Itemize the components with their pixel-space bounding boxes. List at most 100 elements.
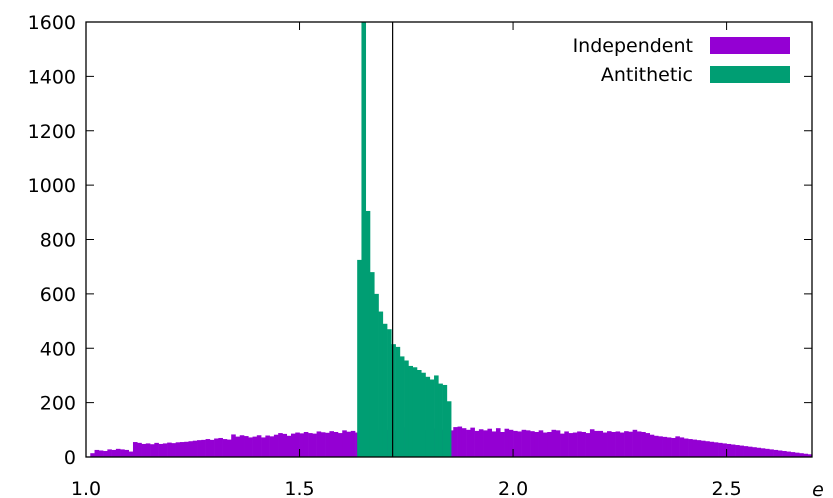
bar-independent-124 — [615, 431, 621, 457]
bar-independent-137 — [671, 437, 676, 457]
bar-independent-6 — [111, 449, 117, 457]
bar-independent-169 — [807, 454, 813, 457]
bar-independent-123 — [611, 431, 616, 457]
bar-independent-31 — [218, 437, 223, 457]
bar-independent-146 — [709, 441, 715, 457]
bar-independent-15 — [150, 444, 155, 457]
x-tick-label-0: 1.0 — [71, 478, 101, 498]
bar-independent-127 — [628, 431, 633, 457]
bar-independent-129 — [636, 431, 642, 457]
bar-independent-86 — [453, 427, 458, 457]
bar-antithetic-12 — [408, 365, 413, 457]
legend-swatch-independent — [710, 37, 790, 54]
bar-independent-14 — [145, 443, 151, 457]
bar-independent-87 — [457, 426, 463, 457]
bar-independent-159 — [765, 448, 770, 457]
bar-independent-98 — [504, 428, 510, 457]
bar-independent-110 — [555, 430, 561, 457]
bar-independent-33 — [226, 439, 232, 457]
bar-independent-148 — [718, 442, 723, 457]
bar-independent-131 — [645, 433, 651, 457]
bar-independent-51 — [303, 431, 309, 457]
bar-independent-101 — [517, 431, 522, 457]
bar-antithetic-15 — [421, 372, 426, 457]
bar-independent-47 — [286, 435, 292, 457]
y-tick-label-8: 1600 — [28, 12, 76, 34]
bar-independent-128 — [632, 429, 638, 457]
bar-independent-16 — [154, 442, 159, 457]
bar-independent-143 — [696, 440, 702, 457]
bar-independent-168 — [803, 453, 809, 457]
bar-independent-44 — [273, 434, 279, 457]
bar-independent-27 — [201, 439, 206, 457]
bar-independent-94 — [487, 428, 493, 457]
y-tick-label-3: 600 — [40, 284, 76, 306]
bar-independent-135 — [662, 436, 668, 457]
bar-independent-35 — [235, 436, 241, 457]
bar-independent-134 — [658, 436, 663, 457]
bar-antithetic-6 — [382, 323, 388, 457]
bar-independent-37 — [244, 436, 249, 457]
bar-antithetic-16 — [425, 376, 431, 457]
legend-label-antithetic: Antithetic — [601, 64, 693, 86]
bar-independent-89 — [466, 429, 471, 457]
bar-antithetic-1 — [361, 22, 367, 457]
bar-independent-39 — [252, 436, 258, 457]
bar-antithetic-18 — [434, 375, 439, 457]
bar-independent-147 — [713, 442, 719, 457]
bar-independent-142 — [692, 439, 697, 457]
bar-independent-164 — [786, 451, 791, 457]
bar-antithetic-14 — [416, 370, 422, 457]
y-tick-label-1: 200 — [40, 393, 76, 415]
y-axis: 0 200 400 600 800 1000 1200 1400 1600 — [28, 12, 812, 469]
bar-independent-60 — [342, 430, 347, 457]
bar-independent-3 — [98, 450, 104, 457]
bar-independent-118 — [589, 429, 595, 457]
bar-independent-12 — [137, 442, 142, 457]
bar-independent-106 — [538, 430, 544, 457]
bar-antithetic-3 — [369, 272, 375, 457]
bar-independent-28 — [205, 439, 211, 457]
bar-independent-122 — [607, 431, 612, 457]
bar-independent-155 — [747, 446, 753, 457]
bar-independent-54 — [316, 431, 322, 457]
bar-independent-22 — [179, 442, 185, 457]
legend-label-independent: Independent — [573, 35, 693, 57]
bar-independent-113 — [568, 433, 574, 457]
x-tick-label-2: 2.0 — [498, 478, 528, 498]
bar-independent-92 — [478, 429, 484, 457]
y-tick-label-4: 800 — [40, 230, 76, 252]
bar-independent-49 — [295, 432, 300, 457]
bar-antithetic-7 — [387, 329, 392, 457]
bar-independent-144 — [700, 440, 706, 457]
bar-independent-2 — [94, 449, 100, 457]
bar-independent-97 — [500, 431, 505, 457]
bar-independent-117 — [585, 433, 591, 457]
bar-independent-56 — [325, 432, 330, 457]
bar-antithetic-4 — [374, 293, 379, 457]
bar-independent-112 — [564, 431, 569, 457]
bar-independent-151 — [730, 444, 736, 457]
bar-antithetic-9 — [395, 346, 401, 457]
antithetic-series — [357, 22, 452, 457]
bar-antithetic-20 — [442, 384, 448, 457]
y-tick-label-2: 400 — [40, 338, 76, 360]
bar-independent-4 — [103, 451, 108, 457]
bar-independent-29 — [209, 439, 215, 457]
plot-frame — [85, 21, 813, 458]
bar-independent-10 — [128, 451, 134, 457]
bar-independent-115 — [577, 431, 582, 457]
bar-independent-62 — [350, 430, 356, 457]
bar-independent-20 — [171, 443, 176, 457]
bar-independent-32 — [222, 439, 228, 457]
bar-antithetic-11 — [404, 360, 409, 457]
bar-independent-59 — [337, 433, 343, 457]
bar-independent-55 — [320, 432, 326, 457]
bar-independent-104 — [530, 431, 535, 457]
bar-independent-102 — [521, 429, 527, 457]
bar-independent-7 — [115, 448, 121, 457]
bar-antithetic-8 — [391, 344, 396, 457]
bar-independent-130 — [641, 431, 646, 457]
bar-independent-154 — [743, 446, 749, 457]
bar-independent-111 — [560, 433, 565, 457]
